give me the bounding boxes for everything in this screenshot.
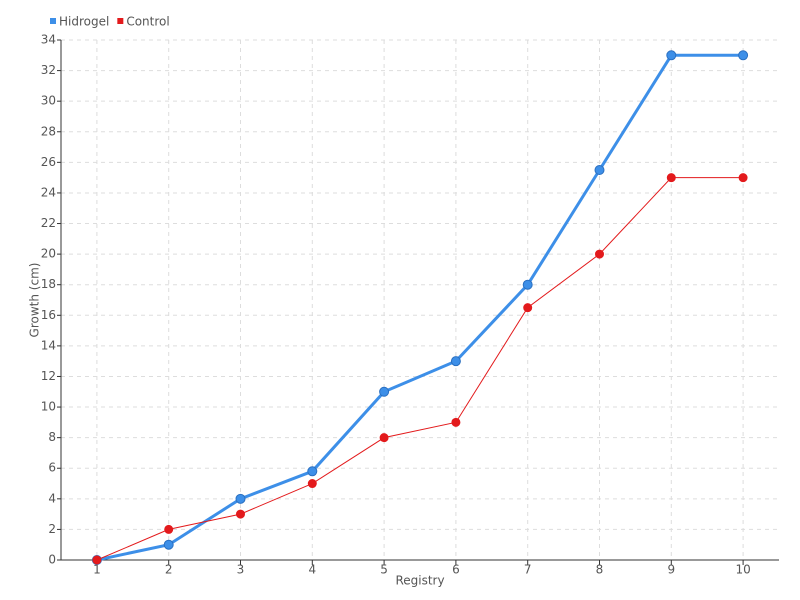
series-line <box>96 53 744 562</box>
data-point <box>666 173 676 183</box>
y-tick-label: 24 <box>41 185 56 199</box>
data-point <box>92 555 102 565</box>
data-point <box>307 466 318 477</box>
x-tick-label: 9 <box>667 563 675 577</box>
y-tick-label: 26 <box>41 155 56 169</box>
y-tick-label: 14 <box>41 338 56 352</box>
x-tick-label: 2 <box>165 563 173 577</box>
data-point <box>379 433 389 443</box>
y-tick-label: 32 <box>41 63 56 77</box>
y-tick-label: 18 <box>41 277 56 291</box>
data-point <box>523 303 533 313</box>
y-tick-label: 4 <box>48 491 56 505</box>
data-point <box>307 479 317 489</box>
data-point <box>595 249 604 259</box>
y-tick-label: 0 <box>48 553 56 567</box>
y-tick-label: 6 <box>48 461 56 475</box>
data-point <box>594 165 605 175</box>
data-point <box>522 279 533 290</box>
data-point <box>666 50 677 61</box>
data-point <box>163 539 174 550</box>
x-tick-label: 6 <box>452 563 460 577</box>
legend-swatch <box>117 18 124 24</box>
data-point <box>738 173 748 183</box>
data-point <box>379 386 390 397</box>
x-tick-label: 5 <box>380 563 388 577</box>
series-line <box>96 177 744 561</box>
y-tick-label: 20 <box>41 247 56 261</box>
data-point <box>738 50 749 61</box>
x-tick-label: 8 <box>596 563 604 577</box>
y-tick-label: 8 <box>48 430 56 444</box>
y-tick-label: 34 <box>41 33 56 47</box>
y-axis-label: Growth (cm) <box>28 263 42 338</box>
y-tick-label: 16 <box>41 308 56 322</box>
data-point <box>164 524 174 534</box>
y-tick-label: 10 <box>41 400 56 414</box>
data-point <box>235 493 246 504</box>
x-tick-label: 7 <box>524 563 532 577</box>
y-tick-label: 22 <box>41 216 56 230</box>
data-point <box>450 356 461 367</box>
x-tick-label: 10 <box>735 563 750 577</box>
x-axis-label: Registry <box>395 574 444 588</box>
legend-label: Hidrogel <box>59 15 109 29</box>
y-tick-label: 2 <box>48 522 56 536</box>
x-tick-label: 1 <box>93 563 101 577</box>
legend-label: Control <box>126 15 169 29</box>
data-point <box>451 417 461 427</box>
x-tick-label: 4 <box>308 563 316 577</box>
y-tick-label: 12 <box>41 369 56 383</box>
data-point <box>236 509 245 519</box>
x-tick-label: 3 <box>237 563 245 577</box>
y-tick-label: 30 <box>41 94 56 108</box>
legend-swatch <box>50 18 56 24</box>
y-tick-label: 28 <box>41 124 56 138</box>
